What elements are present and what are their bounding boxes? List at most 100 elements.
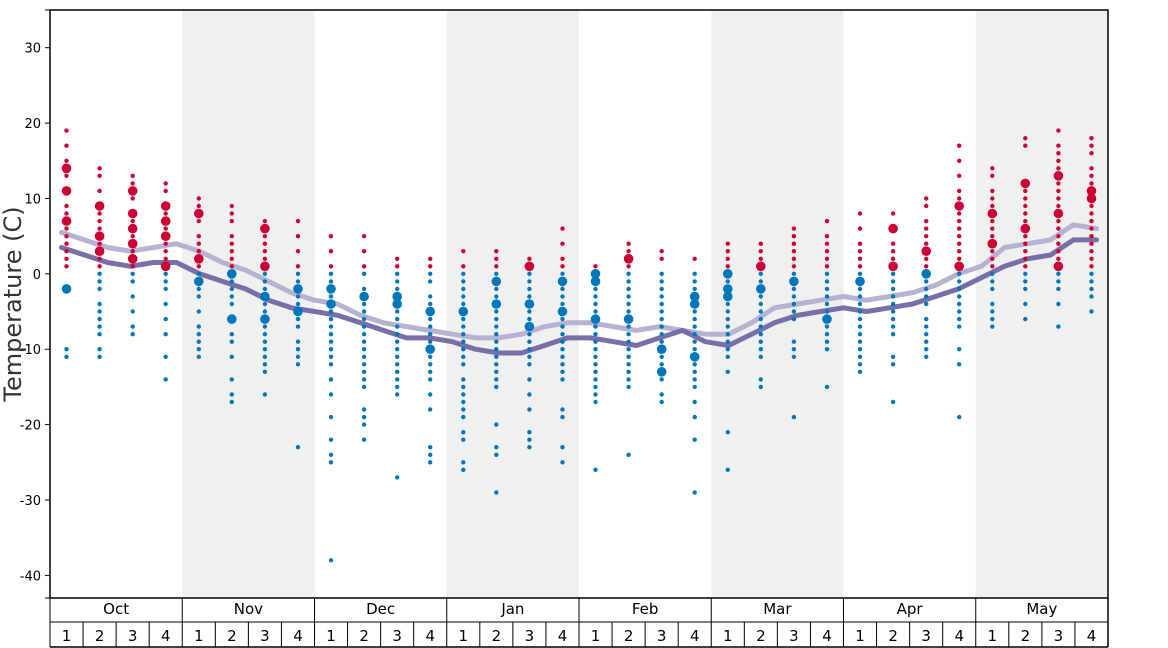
data-point: [593, 377, 598, 382]
data-point: [758, 241, 763, 246]
data-point: [659, 354, 664, 359]
data-point: [857, 264, 863, 269]
data-point: [924, 339, 929, 344]
data-point: [890, 249, 896, 254]
data-point: [990, 249, 995, 254]
data-point: [130, 234, 135, 239]
data-point: [1089, 241, 1094, 246]
data-point: [461, 301, 466, 307]
data-point: [262, 301, 268, 307]
data-point: [160, 201, 171, 211]
data-point: [626, 249, 631, 254]
data-point: [890, 294, 896, 299]
data-point: [990, 188, 995, 194]
data-point: [791, 226, 797, 231]
data-point: [163, 354, 168, 359]
data-point: [1056, 286, 1061, 292]
data-point: [689, 299, 700, 309]
data-point: [361, 347, 367, 352]
data-point: [229, 377, 234, 382]
week-label: 1: [723, 627, 733, 645]
week-label: 3: [260, 627, 270, 645]
data-point: [361, 354, 367, 359]
data-point: [560, 332, 565, 337]
data-point: [326, 299, 336, 309]
data-point: [626, 324, 631, 329]
data-point: [725, 316, 730, 322]
data-point: [328, 249, 334, 254]
data-point: [659, 271, 664, 276]
data-point: [295, 445, 301, 450]
y-tick-label: -40: [20, 569, 41, 584]
data-point: [791, 347, 797, 352]
data-point: [1023, 241, 1028, 246]
data-point: [593, 354, 598, 359]
data-point: [924, 324, 929, 329]
data-point: [494, 452, 499, 457]
data-point: [461, 392, 466, 397]
data-point: [725, 347, 730, 352]
data-point: [196, 347, 201, 352]
data-point: [990, 218, 995, 224]
data-point: [494, 264, 499, 269]
data-point: [659, 324, 664, 329]
data-point: [692, 339, 697, 344]
y-tick-label: -10: [20, 343, 41, 358]
data-point: [361, 414, 367, 420]
data-point: [229, 211, 234, 216]
data-point: [824, 271, 830, 276]
data-point: [957, 241, 962, 246]
data-point: [61, 186, 72, 196]
data-point: [723, 284, 733, 294]
data-point: [692, 437, 697, 442]
data-point: [262, 218, 268, 224]
data-point: [361, 286, 367, 292]
data-point: [1056, 143, 1061, 148]
data-point: [1023, 271, 1028, 276]
data-point: [425, 344, 436, 355]
data-point: [328, 452, 334, 457]
data-point: [822, 314, 832, 324]
data-point: [626, 369, 631, 374]
data-point: [957, 211, 962, 216]
data-point: [196, 203, 201, 209]
data-point: [1056, 158, 1061, 163]
data-point: [791, 271, 797, 276]
data-point: [1089, 256, 1094, 261]
data-point: [857, 286, 863, 292]
data-point: [461, 339, 466, 344]
data-point: [97, 324, 102, 329]
data-point: [692, 279, 697, 284]
data-point: [987, 208, 998, 219]
data-point: [857, 294, 863, 299]
data-point: [392, 299, 403, 309]
data-point: [1020, 223, 1031, 234]
data-point: [888, 261, 898, 272]
data-point: [758, 256, 763, 261]
data-point: [560, 271, 565, 276]
data-point: [295, 234, 301, 239]
data-point: [295, 347, 301, 352]
data-point: [1086, 186, 1097, 196]
data-point: [97, 166, 102, 171]
data-point: [1056, 279, 1061, 284]
data-point: [395, 392, 400, 397]
data-point: [229, 264, 234, 269]
data-point: [560, 316, 565, 322]
data-point: [163, 249, 168, 254]
data-point: [924, 256, 929, 261]
y-tick-label: 0: [33, 268, 41, 283]
data-point: [789, 276, 799, 287]
data-point: [361, 407, 367, 412]
data-point: [64, 354, 69, 359]
data-point: [890, 324, 896, 329]
data-point: [262, 256, 268, 261]
data-point: [758, 316, 763, 322]
data-point: [295, 249, 301, 254]
data-point: [987, 238, 998, 249]
data-point: [494, 339, 499, 344]
data-point: [295, 271, 301, 276]
data-point: [990, 196, 995, 201]
data-point: [560, 226, 565, 231]
